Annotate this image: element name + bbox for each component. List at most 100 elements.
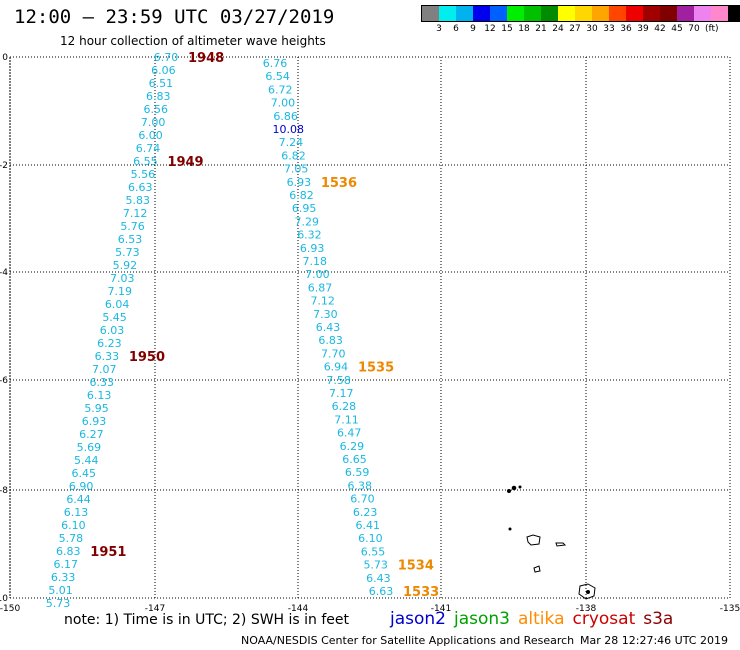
swh-value: 6.54 xyxy=(265,70,290,83)
legend-item-cryosat: cryosat xyxy=(572,609,636,629)
swh-value: 6.83 xyxy=(56,545,81,558)
x-tick-label: -141 xyxy=(431,604,451,614)
timestamp-text: Mar 28 12:27:46 UTC 2019 xyxy=(580,634,728,647)
swh-value: 6.95 xyxy=(292,202,317,215)
swh-value: 6.10 xyxy=(358,532,383,545)
swh-value: 6.29 xyxy=(340,440,365,453)
swh-value: 7.18 xyxy=(303,255,328,268)
swh-value: 6.00 xyxy=(138,129,163,142)
page-subtitle: 12 hour collection of altimeter wave hei… xyxy=(60,34,326,48)
swh-value: 7.00 xyxy=(141,116,166,129)
swh-value: 5.76 xyxy=(120,220,145,233)
swh-value: 6.55 xyxy=(133,155,158,168)
swh-value: 6.33 xyxy=(89,376,114,389)
swh-value: 6.90 xyxy=(69,480,94,493)
pass-time-label: 1949 xyxy=(167,155,203,170)
swh-value: 7.00 xyxy=(271,97,296,110)
color-scale-label: 9 xyxy=(470,24,476,34)
swh-value: 6.47 xyxy=(337,427,362,440)
island-maui xyxy=(533,565,541,573)
color-scale-label: 45 xyxy=(671,24,683,34)
island-dot xyxy=(507,489,511,493)
swh-value: 7.30 xyxy=(313,308,338,321)
swh-value: 7.07 xyxy=(92,363,117,376)
color-swatch xyxy=(456,6,473,21)
swh-value: 6.72 xyxy=(268,83,293,96)
swh-value: 7.12 xyxy=(310,295,335,308)
swh-value: 6.56 xyxy=(143,103,168,116)
track-right: 6.766.546.727.006.8610.087.246.827.056.9… xyxy=(263,57,439,600)
color-swatch xyxy=(626,6,643,21)
island-big-island xyxy=(578,583,596,600)
pass-time-label: 1535 xyxy=(358,361,394,376)
color-swatch xyxy=(558,6,575,21)
swh-value: 5.73 xyxy=(115,246,140,259)
x-tick-label: -150 xyxy=(0,604,20,614)
legend-item-s3a: s3a xyxy=(643,609,674,629)
color-swatch xyxy=(711,6,728,21)
swh-value: 5.56 xyxy=(131,168,156,181)
hawaii-islands xyxy=(507,485,596,600)
island-oahu xyxy=(526,534,541,546)
color-swatch xyxy=(592,6,609,21)
swh-value: 7.24 xyxy=(279,136,304,149)
swh-value: 7.11 xyxy=(334,413,359,426)
swh-value: 5.45 xyxy=(102,311,127,324)
swh-value: 6.32 xyxy=(297,229,322,242)
color-scale-label: 3 xyxy=(436,24,442,34)
swh-value: 6.13 xyxy=(87,389,112,402)
color-scale: 3 6 9 12 15 18 21 24 27 30 33 36 39 42 45 70 (ft) xyxy=(421,5,740,35)
legend-item-jason3: jason3 xyxy=(454,609,510,629)
color-swatch xyxy=(643,6,660,21)
swh-value: 5.69 xyxy=(77,441,102,454)
track-left: 6.706.066.516.836.567.006.006.746.555.56… xyxy=(46,51,224,610)
y-tick-label: -2 xyxy=(0,161,8,171)
satellite-legend: jason2 jason3 altika cryosat s3a xyxy=(390,609,681,629)
swh-value: 6.93 xyxy=(82,415,107,428)
swh-value: 6.83 xyxy=(146,90,171,103)
color-swatch xyxy=(422,6,439,21)
swh-value: 6.86 xyxy=(273,110,298,123)
island-dot xyxy=(586,590,590,594)
swh-value: 6.74 xyxy=(136,142,161,155)
swh-value: 6.82 xyxy=(289,189,314,202)
y-tick-label: -4 xyxy=(0,268,8,278)
swh-value: 6.23 xyxy=(97,337,122,350)
legend-item-jason2: jason2 xyxy=(390,609,446,629)
swh-value: 5.78 xyxy=(59,532,84,545)
swh-value: 10.08 xyxy=(273,123,305,136)
color-scale-label: 21 xyxy=(535,24,547,34)
swh-value: 6.83 xyxy=(318,334,343,347)
x-tick-label: -135 xyxy=(720,604,740,614)
swh-value: 6.63 xyxy=(369,585,394,598)
pass-time-label: 1536 xyxy=(321,176,357,191)
swh-value: 6.93 xyxy=(287,176,312,189)
swh-value: 6.44 xyxy=(66,493,91,506)
swh-value: 6.17 xyxy=(53,558,78,571)
swh-value: 6.70 xyxy=(350,493,375,506)
swh-value: 5.01 xyxy=(48,584,73,597)
y-tick-label: -10 xyxy=(0,594,8,604)
credit-text: NOAA/NESDIS Center for Satellite Applica… xyxy=(241,634,575,647)
color-swatch xyxy=(473,6,490,21)
y-tick-label: 0 xyxy=(2,53,8,63)
swh-value: 6.43 xyxy=(316,321,341,334)
swh-value: 6.55 xyxy=(361,545,386,558)
swh-value: 7.00 xyxy=(305,268,330,281)
color-scale-label: 39 xyxy=(637,24,649,34)
color-scale-label: 27 xyxy=(569,24,581,34)
y-tick-label: -6 xyxy=(0,376,8,386)
pass-time-label: 1950 xyxy=(129,350,165,365)
pass-time-label: 1533 xyxy=(403,585,439,600)
swh-value: 7.58 xyxy=(326,374,351,387)
island-dot xyxy=(508,527,512,531)
swh-value: 7.05 xyxy=(284,163,309,176)
swh-value: 6.03 xyxy=(100,324,125,337)
legend-item-altika: altika xyxy=(518,609,565,629)
island-dot xyxy=(511,485,517,491)
color-scale-label: 12 xyxy=(484,24,496,34)
swh-value: 6.33 xyxy=(95,350,120,363)
y-tick-label: -8 xyxy=(0,486,8,496)
x-tick-label: -147 xyxy=(145,604,165,614)
swh-value: 7.19 xyxy=(107,285,132,298)
